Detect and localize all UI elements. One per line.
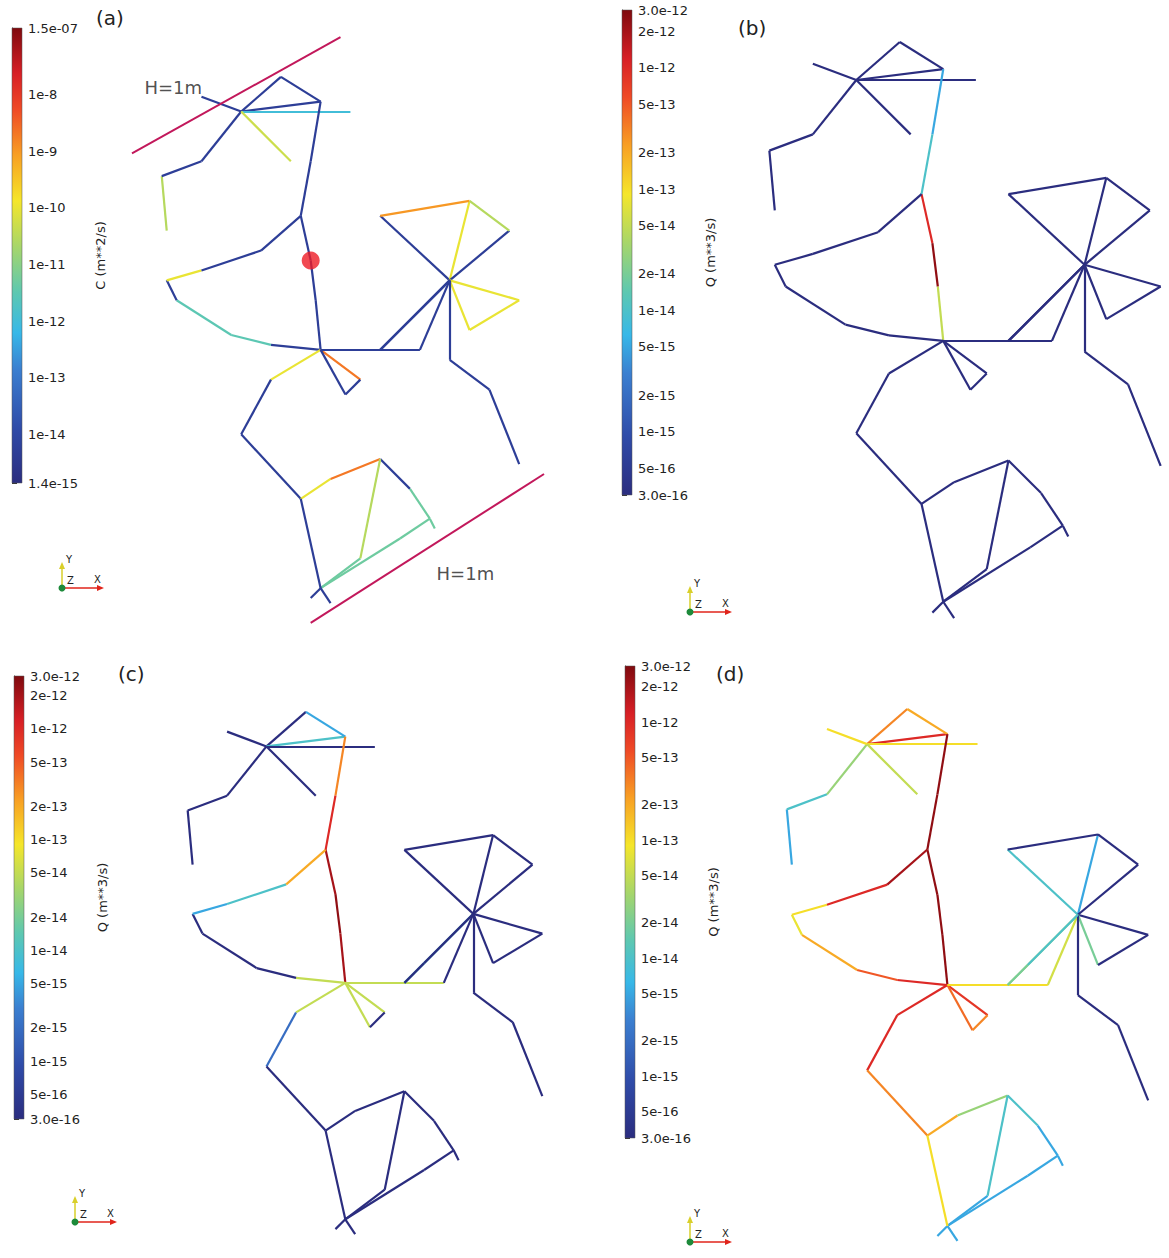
svg-text:1.4e-15: 1.4e-15	[28, 476, 78, 491]
svg-text:1e-13: 1e-13	[28, 370, 66, 385]
svg-text:Z: Z	[80, 1209, 87, 1220]
svg-text:Y: Y	[693, 1208, 701, 1219]
svg-text:(a): (a)	[96, 6, 124, 30]
svg-text:1e-14: 1e-14	[641, 951, 679, 966]
svg-text:3.0e-16: 3.0e-16	[638, 488, 688, 503]
svg-text:1e-13: 1e-13	[30, 832, 68, 847]
svg-text:2e-12: 2e-12	[641, 679, 679, 694]
svg-text:2e-15: 2e-15	[641, 1033, 679, 1048]
svg-text:3.0e-12: 3.0e-12	[641, 659, 691, 674]
svg-text:1.5e-07: 1.5e-07	[28, 21, 78, 36]
svg-text:5e-14: 5e-14	[638, 218, 676, 233]
svg-text:2e-12: 2e-12	[638, 24, 676, 39]
svg-text:Y: Y	[693, 578, 701, 589]
svg-text:2e-13: 2e-13	[638, 145, 676, 160]
svg-text:(c): (c)	[118, 662, 145, 686]
svg-text:(b): (b)	[738, 16, 766, 40]
svg-text:Z: Z	[67, 575, 74, 586]
svg-text:1e-12: 1e-12	[641, 715, 679, 730]
svg-text:X: X	[722, 598, 729, 609]
svg-text:2e-13: 2e-13	[641, 797, 679, 812]
svg-text:5e-14: 5e-14	[641, 868, 679, 883]
svg-text:2e-15: 2e-15	[30, 1020, 68, 1035]
svg-text:3.0e-16: 3.0e-16	[641, 1131, 691, 1146]
svg-text:Y: Y	[78, 1188, 86, 1199]
svg-text:2e-13: 2e-13	[30, 799, 68, 814]
svg-text:5e-15: 5e-15	[30, 976, 68, 991]
svg-text:Q (m**3/s): Q (m**3/s)	[706, 867, 721, 937]
svg-text:2e-14: 2e-14	[641, 915, 679, 930]
svg-text:5e-13: 5e-13	[638, 97, 676, 112]
svg-text:1e-11: 1e-11	[28, 257, 66, 272]
svg-text:5e-16: 5e-16	[30, 1087, 68, 1102]
svg-text:3.0e-12: 3.0e-12	[638, 3, 688, 18]
svg-text:2e-12: 2e-12	[30, 688, 68, 703]
svg-text:5e-15: 5e-15	[641, 986, 679, 1001]
svg-text:1e-8: 1e-8	[28, 87, 57, 102]
svg-text:1e-13: 1e-13	[638, 182, 676, 197]
svg-text:C (m**2/s): C (m**2/s)	[93, 221, 108, 289]
svg-text:1e-13: 1e-13	[641, 833, 679, 848]
svg-text:Y: Y	[65, 554, 73, 565]
svg-text:1e-12: 1e-12	[30, 721, 68, 736]
svg-text:5e-16: 5e-16	[641, 1104, 679, 1119]
svg-text:1e-15: 1e-15	[641, 1069, 679, 1084]
svg-text:1e-15: 1e-15	[30, 1054, 68, 1069]
svg-text:X: X	[94, 574, 101, 585]
svg-text:5e-15: 5e-15	[638, 339, 676, 354]
svg-text:1e-14: 1e-14	[30, 943, 68, 958]
svg-text:1e-10: 1e-10	[28, 200, 66, 215]
svg-text:1e-14: 1e-14	[638, 303, 676, 318]
svg-text:Q (m**3/s): Q (m**3/s)	[703, 218, 718, 288]
svg-text:2e-14: 2e-14	[638, 266, 676, 281]
svg-text:5e-14: 5e-14	[30, 865, 68, 880]
svg-text:1e-12: 1e-12	[28, 314, 66, 329]
svg-text:5e-13: 5e-13	[30, 755, 68, 770]
svg-text:X: X	[107, 1208, 114, 1219]
svg-text:5e-13: 5e-13	[641, 750, 679, 765]
svg-text:1e-14: 1e-14	[28, 427, 66, 442]
svg-text:3.0e-16: 3.0e-16	[30, 1112, 80, 1127]
svg-text:2e-14: 2e-14	[30, 910, 68, 925]
svg-text:X: X	[722, 1228, 729, 1239]
svg-text:H=1m: H=1m	[437, 563, 495, 584]
svg-text:Q (m**3/s): Q (m**3/s)	[95, 863, 110, 933]
svg-text:5e-16: 5e-16	[638, 461, 676, 476]
svg-text:3.0e-12: 3.0e-12	[30, 669, 80, 684]
svg-text:Z: Z	[695, 1229, 702, 1240]
svg-text:1e-15: 1e-15	[638, 424, 676, 439]
svg-text:H=1m: H=1m	[144, 77, 202, 98]
svg-text:(d): (d)	[716, 662, 744, 686]
svg-text:1e-12: 1e-12	[638, 60, 676, 75]
svg-text:2e-15: 2e-15	[638, 388, 676, 403]
svg-text:Z: Z	[695, 599, 702, 610]
svg-text:1e-9: 1e-9	[28, 144, 57, 159]
